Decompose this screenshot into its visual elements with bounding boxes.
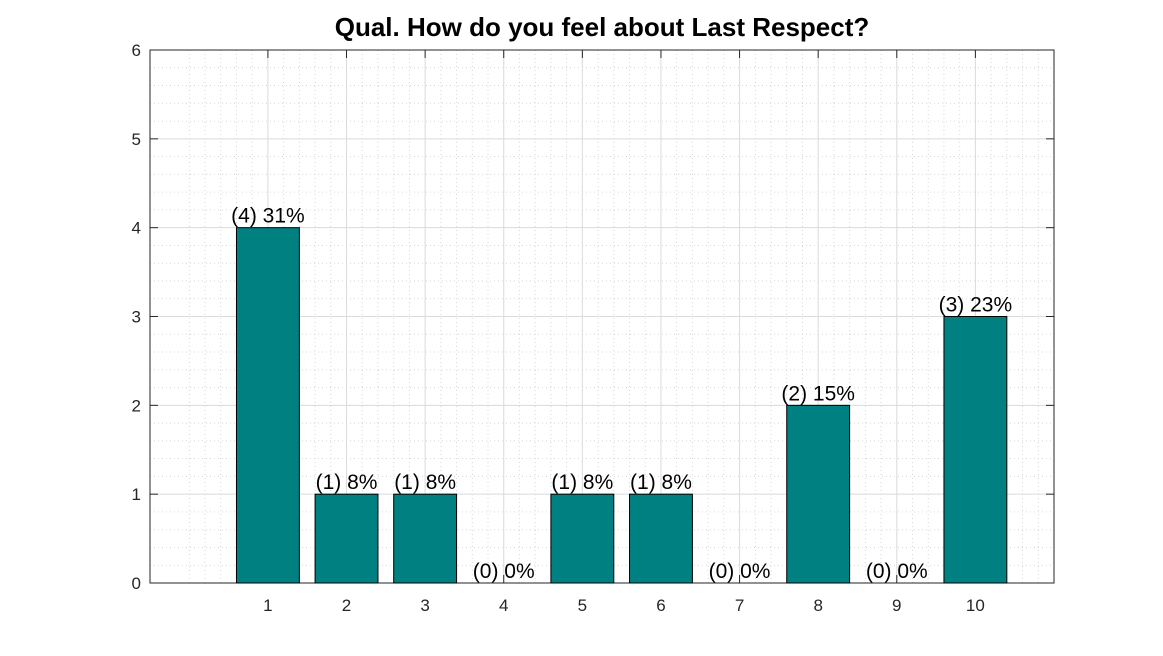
data-label-1: (4) 31% [231, 205, 305, 228]
bar-6 [629, 493, 693, 584]
y-tick-label-1: 1 [132, 485, 141, 504]
x-tick-label-9: 9 [892, 596, 901, 615]
y-tick-label-2: 2 [132, 396, 141, 415]
data-label-5: (1) 8% [551, 471, 613, 494]
data-label-4: (0) 0% [473, 560, 535, 583]
data-label-10: (3) 23% [939, 294, 1013, 317]
bar-1 [235, 227, 300, 584]
data-label-8: (2) 15% [781, 382, 855, 405]
data-label-7: (0) 0% [709, 560, 771, 583]
bar-8 [786, 404, 851, 584]
chart-title: Qual. How do you feel about Last Respect… [334, 12, 870, 42]
x-tick-label-7: 7 [735, 596, 744, 615]
x-tick-label-4: 4 [499, 596, 508, 615]
y-tick-label-4: 4 [132, 219, 141, 238]
x-tick-label-1: 1 [263, 596, 272, 615]
y-tick-label-6: 6 [132, 41, 141, 60]
y-tick-label-0: 0 [132, 574, 141, 593]
bars [235, 227, 1008, 584]
x-tick-labels: 1 2 3 4 5 6 7 8 9 10 [263, 596, 985, 615]
x-tick-label-3: 3 [420, 596, 429, 615]
x-tick-label-2: 2 [342, 596, 351, 615]
x-tick-label-10: 10 [966, 596, 985, 615]
bar-3 [393, 493, 458, 584]
y-tick-label-3: 3 [132, 308, 141, 327]
bar-5 [550, 493, 615, 584]
grid-lines [150, 49, 1055, 584]
data-label-2: (1) 8% [316, 471, 378, 494]
x-tick-label-8: 8 [813, 596, 822, 615]
x-tick-label-6: 6 [656, 596, 665, 615]
y-tick-labels: 0 1 2 3 4 5 6 [132, 41, 141, 593]
data-label-6: (1) 8% [630, 471, 692, 494]
bar-10 [943, 316, 1008, 584]
data-labels: (4) 31% (1) 8% (1) 8% (0) 0% (1) 8% (1) 8% (0)… [231, 205, 1012, 583]
y-tick-label-5: 5 [132, 130, 141, 149]
bar-2 [314, 493, 379, 584]
x-tick-label-5: 5 [578, 596, 587, 615]
data-label-9: (0) 0% [866, 560, 928, 583]
data-label-3: (1) 8% [394, 471, 456, 494]
